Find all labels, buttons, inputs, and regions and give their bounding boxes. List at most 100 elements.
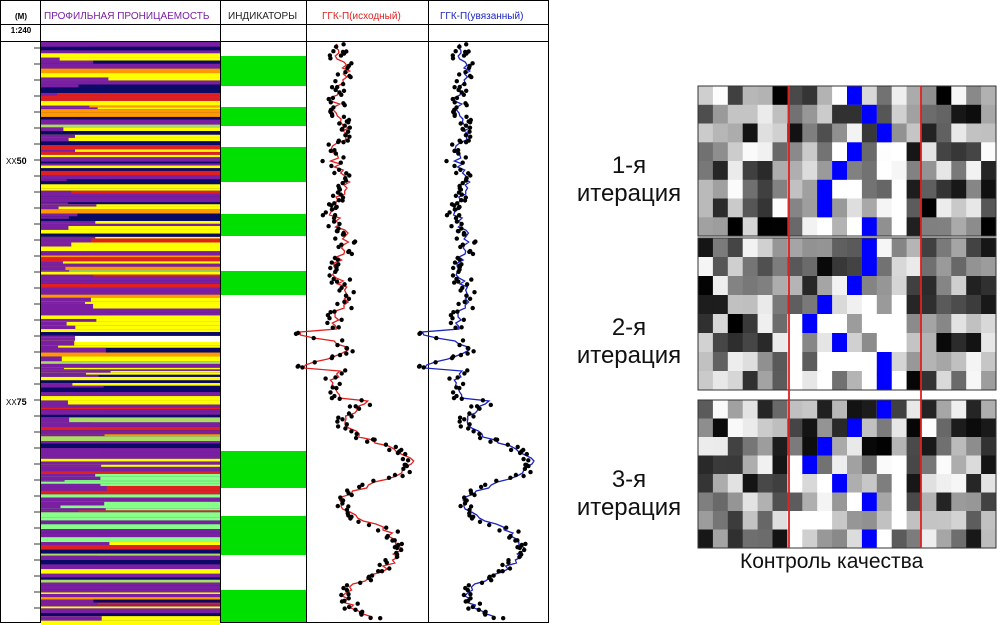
- permeability-stripe: [41, 426, 220, 431]
- qc-cell: [966, 276, 982, 296]
- permeability-stripe: [41, 149, 76, 152]
- measurement-point: [465, 368, 470, 373]
- permeability-stripe: [41, 356, 220, 362]
- qc-cell: [727, 511, 744, 530]
- qc-cell: [981, 437, 997, 456]
- measurement-point: [359, 398, 364, 403]
- measurement-point: [500, 562, 505, 568]
- qc-cell: [712, 418, 729, 438]
- qc-highlight-cell: [847, 142, 862, 162]
- qc-cell: [698, 179, 714, 200]
- permeability-stripe: [41, 385, 220, 388]
- measurement-point: [491, 615, 496, 621]
- measurement-point: [459, 192, 464, 197]
- measurement-point: [457, 415, 463, 420]
- measurement-point: [404, 463, 409, 469]
- measurement-point: [517, 554, 522, 560]
- measurement-point: [328, 56, 333, 61]
- qc-cell: [876, 86, 893, 106]
- qc-cell: [876, 217, 893, 237]
- measurement-point: [344, 345, 349, 351]
- measurement-point: [454, 95, 460, 101]
- qc-cell: [876, 333, 893, 353]
- qc-highlight-cell: [817, 437, 833, 456]
- permeability-stripe: [41, 271, 220, 275]
- track-header-matched: ГГК-П(увязанный): [440, 11, 524, 22]
- qc-cell: [891, 179, 908, 200]
- qc-cell: [981, 333, 997, 353]
- measurement-point: [336, 198, 342, 203]
- measurement-point: [457, 263, 462, 268]
- qc-cell: [787, 276, 803, 296]
- qc-cell: [727, 352, 744, 372]
- qc-cell: [861, 295, 878, 315]
- measurement-point: [342, 606, 347, 611]
- qc-cell: [981, 142, 997, 162]
- qc-cell: [698, 371, 714, 391]
- qc-cell: [951, 437, 967, 456]
- measurement-point: [461, 127, 466, 132]
- qc-cell: [832, 123, 848, 143]
- qc-cell: [787, 123, 803, 143]
- measurement-point: [452, 280, 457, 285]
- qc-cell: [832, 142, 848, 162]
- permeability-stripe: [41, 480, 220, 482]
- qc-cell: [966, 217, 982, 237]
- measurement-point: [335, 257, 340, 262]
- qc-cell: [906, 217, 922, 237]
- permeability-track: [41, 42, 220, 625]
- measurement-point: [453, 49, 458, 54]
- permeability-stripe: [41, 175, 220, 180]
- measurement-point: [452, 207, 457, 212]
- permeability-stripe: [41, 340, 75, 346]
- permeability-stripe: [41, 352, 220, 357]
- permeability-stripe: [41, 318, 97, 322]
- depth-unit-label: (M): [15, 12, 27, 21]
- permeability-stripe: [41, 485, 220, 491]
- permeability-stripe: [41, 170, 220, 176]
- permeability-stripe: [41, 347, 220, 353]
- indicator-block: [221, 516, 306, 555]
- measurement-point: [522, 466, 528, 471]
- log-frame: [0, 0, 549, 623]
- measurement-point: [483, 482, 488, 487]
- permeability-stripe: [41, 542, 220, 546]
- permeability-stripe: [41, 400, 220, 405]
- measurement-point: [471, 349, 476, 354]
- qc-cell: [891, 400, 908, 419]
- measurement-point: [358, 580, 363, 585]
- permeability-stripe: [41, 510, 220, 513]
- measurement-point: [450, 316, 455, 321]
- qc-cell: [802, 198, 818, 218]
- qc-cell: [698, 529, 714, 549]
- measurement-point: [447, 210, 452, 215]
- measurement-point: [470, 61, 475, 66]
- permeability-stripe: [41, 303, 220, 309]
- qc-cell: [772, 437, 788, 456]
- qc-cell: [921, 474, 937, 493]
- permeability-stripe: [41, 127, 64, 132]
- qc-cell: [802, 400, 818, 419]
- qc-cell: [742, 352, 759, 372]
- measurement-point: [455, 228, 461, 234]
- permeability-stripe: [41, 372, 87, 375]
- qc-cell: [742, 295, 759, 315]
- permeability-stripe: [41, 100, 220, 106]
- measurement-point: [453, 325, 458, 330]
- measurement-point: [355, 601, 360, 606]
- qc-cell: [847, 198, 863, 218]
- qc-cell: [757, 238, 773, 258]
- qc-cell: [772, 257, 788, 277]
- track-header-permeability: ПРОФИЛЬНАЯ ПРОНИЦАЕМОСТЬ: [44, 11, 210, 22]
- measurement-point: [330, 113, 335, 119]
- measurement-point: [329, 203, 334, 208]
- qc-cell: [906, 314, 922, 334]
- permeability-stripe: [41, 321, 220, 326]
- qc-highlight-cell: [861, 217, 877, 237]
- permeability-stripe: [41, 369, 89, 371]
- measurement-point: [456, 301, 461, 307]
- permeability-stripe: [41, 190, 72, 194]
- measurement-point: [329, 207, 335, 212]
- measurement-point: [352, 239, 358, 244]
- iteration-word: итерация: [576, 342, 682, 369]
